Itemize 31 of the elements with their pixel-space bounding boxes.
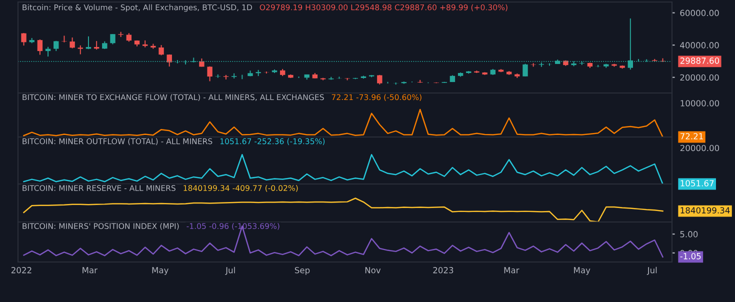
x-tick-label: Sep xyxy=(294,267,310,275)
x-tick-label: May xyxy=(574,267,590,275)
x-tick-label: Jul xyxy=(646,266,657,275)
x-tick-label: 2023 xyxy=(433,267,454,274)
candlestick xyxy=(231,72,237,79)
candlestick xyxy=(223,74,229,80)
text: 1840199.34 xyxy=(680,207,730,214)
y-tick-label: 20000.00 xyxy=(680,74,719,81)
x-tick-label: Mar xyxy=(82,267,98,274)
x-tick-label: 2022 xyxy=(11,267,32,274)
text: 1051.67 xyxy=(680,180,714,186)
y-tick-label: 5.00 xyxy=(680,231,698,238)
x-tick-label: May xyxy=(152,267,168,275)
text: -1.05 xyxy=(680,253,701,260)
candlestick xyxy=(78,44,83,55)
candlestick xyxy=(62,35,67,43)
text: 72.21 xyxy=(680,133,703,140)
candlestick xyxy=(620,64,625,70)
x-tick-label: Jul xyxy=(225,266,235,275)
candlestick xyxy=(522,63,528,77)
candlestick xyxy=(118,31,124,38)
x-tick-label: Nov xyxy=(365,267,381,274)
candlestick xyxy=(482,72,488,76)
x-tick-label: Mar xyxy=(504,267,520,274)
y-tick-label: 40000.00 xyxy=(680,42,719,48)
candlestick xyxy=(328,76,334,80)
candlestick xyxy=(110,34,116,45)
text: 10000.00 xyxy=(680,100,720,106)
y-tick-label: 60000.00 xyxy=(680,10,719,16)
candlestick xyxy=(215,74,220,78)
text: 29887.60 xyxy=(680,58,720,64)
